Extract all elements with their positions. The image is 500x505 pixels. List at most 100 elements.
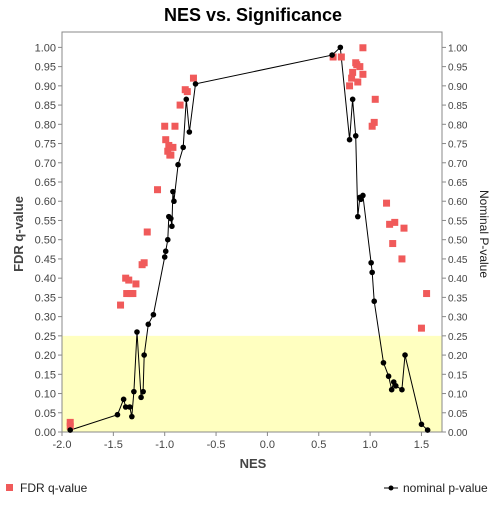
y-tick-label-left: 0.10 — [35, 389, 56, 401]
fdr-q-value-point — [169, 143, 177, 151]
nominal-p-value-point — [360, 192, 366, 199]
x-axis-label: NES — [240, 456, 267, 471]
nominal-p-value-point — [402, 352, 408, 358]
fdr-q-value-point — [359, 44, 367, 52]
fdr-q-value-point — [391, 218, 399, 226]
y-tick-label-right: 1.00 — [448, 43, 468, 54]
fdr-q-value-point — [165, 141, 173, 149]
y-tick-label-right: 0.75 — [448, 140, 468, 151]
fdr-q-value-point — [386, 220, 394, 228]
nominal-p-value-point — [162, 248, 169, 255]
fdr-q-value-point — [125, 276, 133, 284]
fdr-q-value-point — [154, 186, 162, 194]
fdr-q-value-point — [161, 122, 169, 130]
fdr-q-value-point — [143, 228, 151, 236]
nominal-p-value-point — [114, 411, 121, 418]
nominal-p-value-point — [392, 383, 399, 389]
y-tick-label-left: 0.50 — [35, 235, 56, 247]
y-tick-label-left: 0.75 — [35, 139, 56, 151]
y-tick-label-right: 0.95 — [448, 63, 468, 74]
y-tick-label-left: 0.40 — [35, 273, 56, 285]
fdr-q-value-point — [167, 151, 175, 159]
y-tick-label-right: 0.30 — [448, 313, 468, 324]
nominal-p-value-point — [141, 352, 147, 358]
x-tick-label: 1.5 — [414, 439, 429, 451]
y-tick-label-right: 0.25 — [448, 332, 468, 343]
x-tick-label: -1.0 — [155, 439, 174, 451]
nominal-p-value-point — [145, 321, 152, 328]
fdr-q-value-point — [162, 136, 170, 144]
nominal-p-value-point — [385, 373, 392, 380]
y-tick-label-right: 0.90 — [448, 82, 468, 93]
fdr-q-value-point — [389, 240, 397, 248]
nominal-p-value-point — [169, 223, 175, 230]
x-tick-label: -0.5 — [207, 439, 226, 451]
fdr-q-value-point — [117, 301, 125, 309]
y-tick-label-right: 0.70 — [448, 159, 468, 170]
fdr-q-value-point — [176, 101, 184, 109]
nominal-p-value-point — [418, 421, 425, 428]
y-tick-label-left: 0.90 — [35, 81, 56, 93]
nominal-p-value-point — [346, 136, 353, 143]
y-tick-label-right: 0.40 — [448, 274, 468, 285]
y-tick-label-left: 0.60 — [35, 196, 56, 208]
nominal-p-value-point — [161, 254, 168, 260]
x-tick-label: 0.0 — [260, 439, 275, 451]
nominal-p-value-point — [424, 427, 431, 433]
y-tick-label-left: 0.05 — [35, 408, 56, 420]
nominal-p-value-point — [150, 311, 157, 318]
fdr-q-value-point — [371, 95, 379, 103]
x-tick-label: -2.0 — [53, 439, 72, 451]
nominal-p-value-point — [168, 215, 174, 222]
y-tick-label-left: 0.15 — [35, 369, 56, 381]
nominal-p-value-point — [329, 52, 335, 58]
nominal-p-value-point — [170, 188, 176, 195]
nominal-p-value-point — [349, 96, 356, 103]
y-tick-label-left: 0.45 — [35, 254, 56, 266]
y-tick-label-right: 0.05 — [448, 409, 468, 420]
y-tick-label-right: 0.20 — [448, 351, 468, 362]
y-tick-label-left: 0.55 — [35, 215, 56, 227]
nominal-p-value-point — [380, 359, 387, 366]
y-tick-label-right: 0.15 — [448, 370, 468, 381]
nominal-p-value-point — [354, 213, 361, 220]
fdr-q-value-point — [129, 290, 137, 298]
significance-band — [62, 335, 442, 432]
y-tick-label-right: 0.00 — [448, 428, 468, 439]
y-axis-label-right: Nominal P-value — [477, 190, 491, 278]
y-tick-label-right: 0.50 — [448, 236, 468, 247]
x-tick-label: -1.5 — [104, 439, 123, 451]
nominal-p-value-point — [138, 394, 144, 401]
fdr-q-value-point — [354, 78, 362, 86]
legend: FDR q-value nominal p-value — [6, 481, 488, 495]
fdr-q-value-point — [171, 122, 179, 130]
nominal-p-value-point — [164, 236, 171, 243]
fdr-q-value-point — [66, 422, 74, 430]
legend-pvalue-marker — [388, 485, 394, 491]
fdr-q-value-point — [356, 63, 364, 71]
fdr-q-value-point — [164, 147, 172, 155]
nominal-p-value-point — [120, 396, 127, 403]
fdr-q-value-point — [417, 324, 425, 332]
fdr-q-value-point — [183, 88, 191, 96]
y-tick-label-right: 0.35 — [448, 293, 468, 304]
fdr-q-value-point — [346, 82, 354, 90]
nominal-p-value-point — [126, 404, 133, 410]
y-tick-label-right: 0.80 — [448, 120, 468, 131]
y-tick-label-right: 0.10 — [448, 390, 468, 401]
y-tick-label-left: 0.85 — [35, 100, 56, 112]
nominal-p-value-point — [129, 413, 135, 420]
fdr-q-value-point — [368, 122, 376, 130]
nominal-p-value-point — [369, 269, 375, 276]
y-axis-label-left: FDR q-value — [11, 196, 26, 272]
nominal-p-value-point — [186, 129, 193, 135]
nominal-p-value-point — [131, 388, 137, 395]
fdr-q-value-point — [400, 224, 408, 232]
y-tick-label-left: 0.35 — [35, 292, 56, 304]
fdr-q-value-point — [337, 53, 345, 61]
nominal-p-value-point — [352, 133, 359, 139]
fdr-q-value-point — [398, 255, 406, 263]
nominal-p-value-point — [134, 329, 140, 335]
y-tick-label-left: 0.80 — [35, 119, 56, 131]
